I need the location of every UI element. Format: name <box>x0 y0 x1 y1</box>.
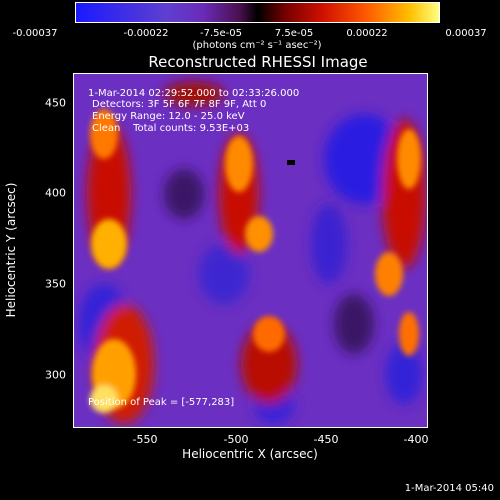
dark-region <box>334 294 374 354</box>
emission-ridge <box>241 324 297 404</box>
colorbar-tick: -0.00022 <box>123 28 169 39</box>
timestamp: 1-Mar-2014 05:40 <box>404 483 494 494</box>
plot-title: Reconstructed RHESSI Image <box>148 53 368 71</box>
colorbar-unit-label: (photons cm⁻² s⁻¹ asec⁻²) <box>192 40 322 51</box>
y-tick-label: 300 <box>45 368 66 382</box>
neg-region <box>311 204 347 284</box>
colorbar-tick: -0.00037 <box>12 28 58 39</box>
hot-spot <box>375 252 403 296</box>
hot-spot <box>253 316 285 352</box>
image-plot: 1-Mar-2014 02:29:52.000 to 02:33:26.000 … <box>73 73 428 428</box>
dark-pixel <box>287 160 295 165</box>
y-axis-label: Heliocentric Y (arcsec) <box>4 182 18 318</box>
colorbar-tick: 7.5e-05 <box>274 28 314 39</box>
clean-annotation: Clean Total counts: 9.53E+03 <box>92 123 250 134</box>
hot-spot <box>90 109 118 159</box>
hot-spot <box>397 129 421 189</box>
x-tick-label: -500 <box>223 433 249 446</box>
dark-region <box>164 169 204 219</box>
x-tick-label: -450 <box>313 433 339 446</box>
y-tick-label: 400 <box>45 186 66 200</box>
emission-ridge <box>164 82 224 106</box>
y-tick-label: 350 <box>45 277 66 291</box>
rhessi-image <box>74 74 427 427</box>
hot-spot <box>91 219 127 269</box>
hot-spot <box>399 312 419 356</box>
colorbar-tick: -7.5e-05 <box>200 28 242 39</box>
colorbar-tick: 0.00037 <box>445 28 487 39</box>
peak-position-annotation: Position of Peak = [-577,283] <box>88 397 235 408</box>
hot-spot <box>225 136 253 192</box>
detectors-annotation: Detectors: 3F 5F 6F 7F 8F 9F, Att 0 <box>92 99 267 110</box>
x-axis-label: Heliocentric X (arcsec) <box>182 447 318 461</box>
y-tick-label: 450 <box>45 96 66 110</box>
x-tick-label: -400 <box>403 433 429 446</box>
neg-region <box>199 244 249 304</box>
x-tick-label: -550 <box>132 433 158 446</box>
colorbar-tick: 0.00022 <box>346 28 388 39</box>
neg-region <box>386 344 422 404</box>
hot-spot <box>245 216 273 252</box>
time-range-annotation: 1-Mar-2014 02:29:52.000 to 02:33:26.000 <box>88 88 300 99</box>
energy-annotation: Energy Range: 12.0 - 25.0 keV <box>92 111 245 122</box>
peak-spot <box>90 385 118 413</box>
colorbar <box>75 2 440 23</box>
